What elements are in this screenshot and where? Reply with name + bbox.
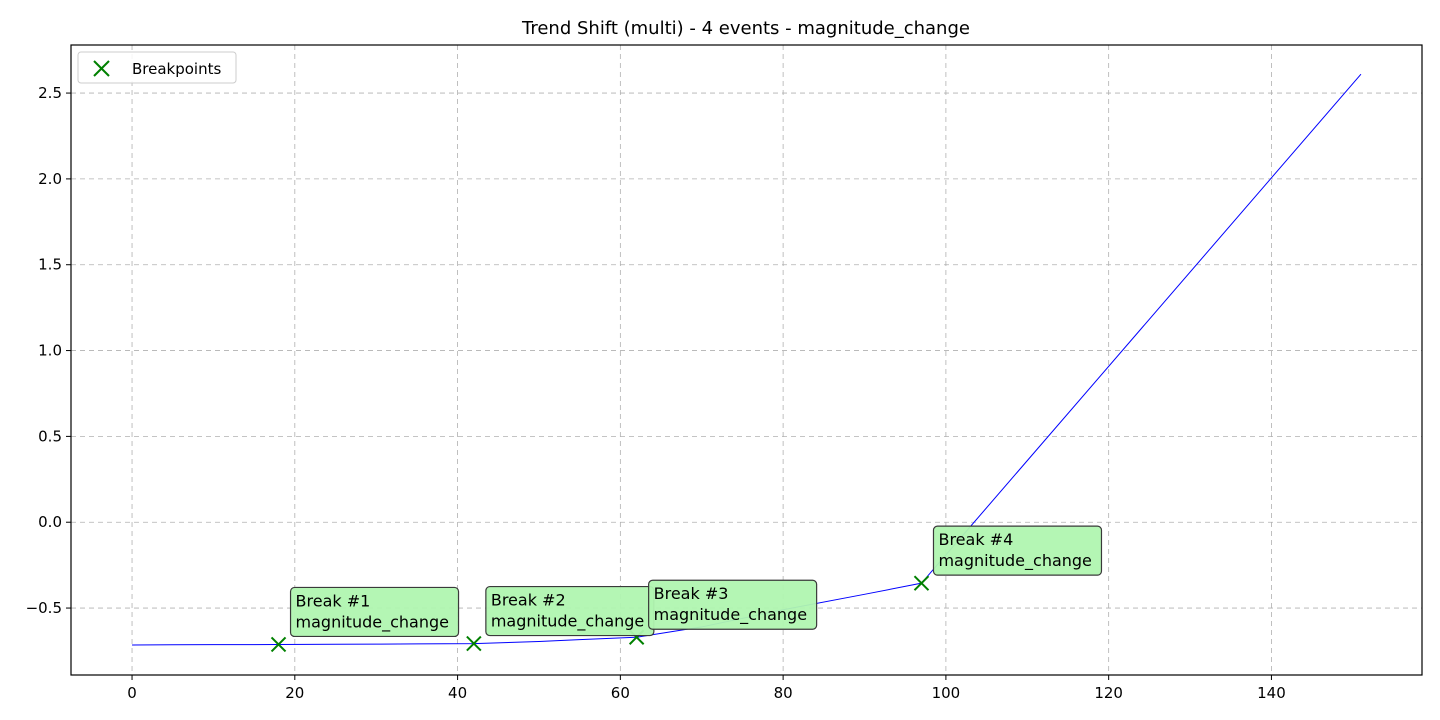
x-tick-label: 40 [448,684,467,702]
x-tick-label: 140 [1257,684,1286,702]
y-tick-label: 0.5 [38,427,62,445]
annotation-title: Break #1 [296,591,371,610]
annotation-box [289,586,460,638]
x-tick-label: 60 [611,684,630,702]
breakpoint-annotation: Break #3 magnitude_change [648,579,818,630]
y-tick-label: 0.0 [38,513,62,531]
x-tick-label: 120 [1094,684,1123,702]
legend-x-marker-icon [93,60,110,77]
breakpoint-annotation: Break #4 magnitude_change [932,525,1103,576]
legend-label-breakpoints: Breakpoints [132,60,221,78]
plot-frame [70,44,1423,676]
breakpoint-marker-layer [270,575,930,653]
annotation-type: magnitude_change [296,612,449,632]
x-tick-label: 100 [932,684,961,702]
annotation-type: magnitude_change [491,612,644,632]
breakpoint-marker [913,575,930,591]
y-tick-label: 1.0 [38,342,62,360]
y-tick-label: 1.5 [38,256,62,274]
annotation-layer: Break #1 magnitude_change Break #2 magnitud… [289,525,1103,638]
annotation-type: magnitude_change [654,605,807,625]
x-tick-label: 80 [774,684,793,702]
x-tick-label: 20 [285,684,304,702]
annotation-box [648,579,818,630]
grid-layer [71,45,1422,675]
y-tick-label: 2.0 [38,170,62,188]
legend-box [77,51,237,84]
breakpoint-marker [466,635,482,652]
chart-title: Trend Shift (multi) - 4 events - magnitu… [521,18,970,39]
annotation-box [932,525,1103,576]
y-tick-label: −0.5 [26,599,62,617]
annotation-title: Break #2 [491,591,566,610]
annotation-title: Break #3 [654,584,729,603]
annotation-title: Break #4 [938,530,1013,549]
annotation-type: magnitude_change [938,551,1091,571]
y-tick-label: 2.5 [38,84,62,102]
breakpoint-annotation: Break #2 magnitude_change [485,585,655,637]
x-tick-label: 0 [127,684,137,702]
breakpoint-annotation: Break #1 magnitude_change [289,586,460,638]
breakpoint-marker [270,636,287,653]
axis-layer: 0 20 40 60 80 100 120 140 −0.5 0.0 0.5 1.0 1.5 2.0 2.5 [26,84,1286,702]
legend: Breakpoints [77,51,237,84]
